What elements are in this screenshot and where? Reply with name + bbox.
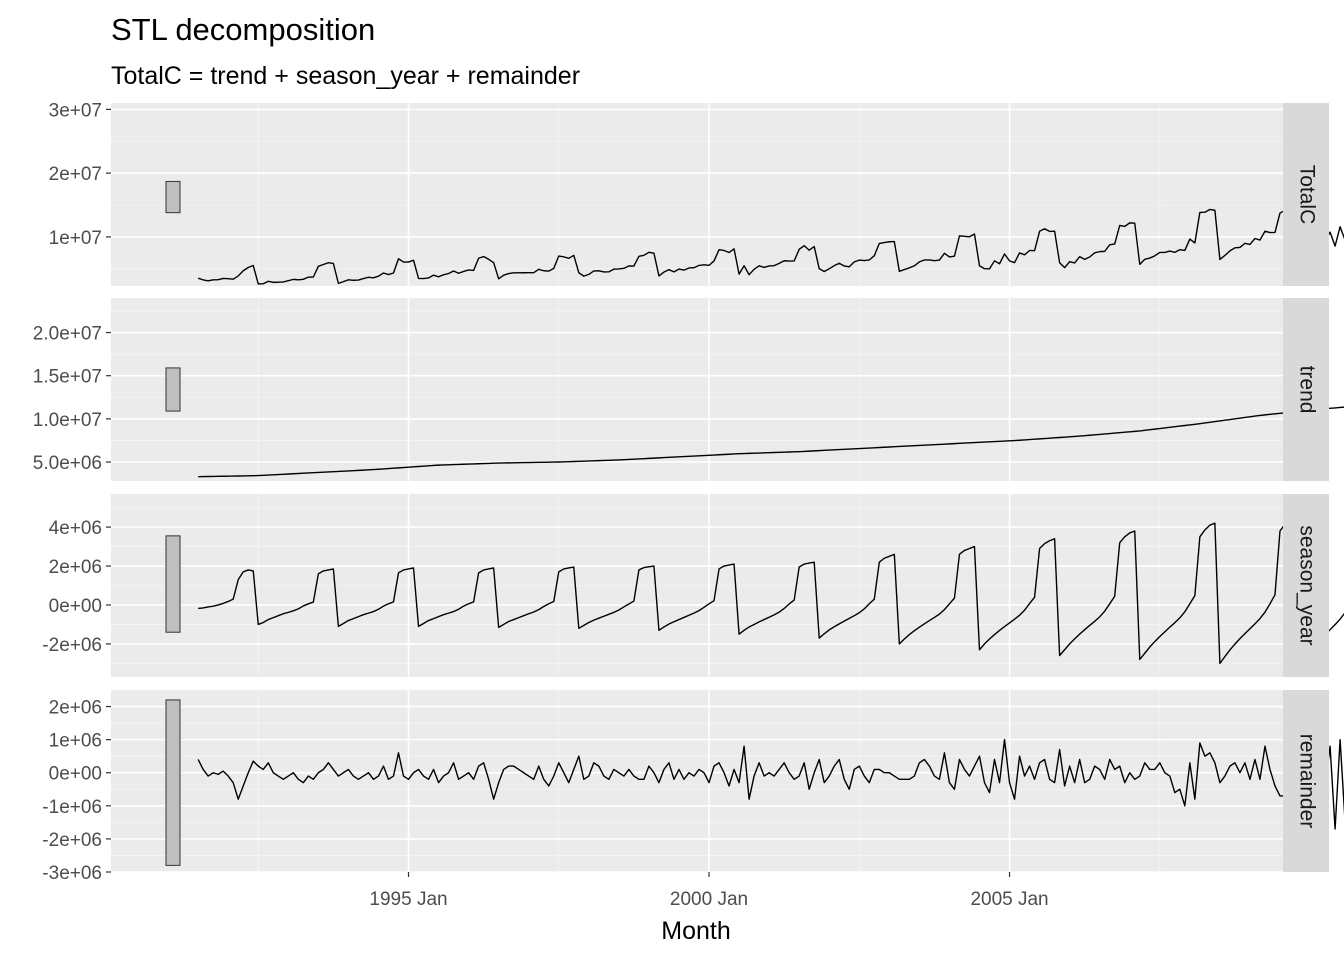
x-axis-label: Month <box>661 917 730 945</box>
panel-TotalC: 1e+07 2e+07 3e+07 TotalC <box>49 100 1344 286</box>
range-bar <box>165 180 181 214</box>
y-tick-label: 1.5e+07 <box>33 367 102 388</box>
y-tick-label: -1e+06 <box>42 797 102 818</box>
facet-strip <box>1283 494 1329 677</box>
panel-background <box>111 103 1283 286</box>
facet-strip-label: TotalC <box>1295 165 1318 225</box>
y-tick-label: -3e+06 <box>42 863 102 884</box>
y-tick-label: 0e+00 <box>49 596 102 617</box>
x-tick-label: 1995 Jan <box>369 889 447 910</box>
range-bar <box>165 699 181 866</box>
panel-trend: 5.0e+06 1.0e+07 1.5e+07 2.0e+07 trend <box>33 298 1344 481</box>
facet-strip <box>1283 690 1329 872</box>
y-tick-label: 5.0e+06 <box>33 453 102 474</box>
range-bar <box>165 367 181 412</box>
y-tick-label: 1.0e+07 <box>33 410 102 431</box>
chart-subtitle: TotalC = trend + season_year + remainder <box>111 62 580 90</box>
y-tick-label: 2.0e+07 <box>33 324 102 345</box>
y-tick-label: 1e+06 <box>49 731 102 752</box>
facet-panels: 1e+07 2e+07 3e+07 TotalC 5.0e+06 1.0e+07 1.5e+… <box>33 100 1344 884</box>
y-tick-label: 0e+00 <box>49 764 102 785</box>
y-tick-label: 2e+06 <box>49 698 102 719</box>
x-tick-label: 2000 Jan <box>670 889 748 910</box>
panel-background <box>111 690 1283 872</box>
facet-strip <box>1283 298 1329 481</box>
facet-strip-label: season_year <box>1295 525 1318 645</box>
y-tick-label: -2e+06 <box>42 635 102 656</box>
y-tick-label: 3e+07 <box>49 100 102 121</box>
series-line-TotalC <box>197 198 1344 285</box>
facet-strip <box>1283 103 1329 286</box>
y-tick-label: -2e+06 <box>42 830 102 851</box>
panel-season_year: -2e+06 0e+00 2e+06 4e+06 season_year <box>42 494 1344 677</box>
panel-background <box>111 298 1283 481</box>
series-line-season_year <box>198 513 1344 667</box>
facet-strip-label: trend <box>1295 366 1318 414</box>
x-axis: 1995 Jan 2000 Jan 2005 Jan <box>369 872 1049 910</box>
chart-title: STL decomposition <box>111 12 375 47</box>
y-tick-label: 1e+07 <box>49 228 102 249</box>
x-tick-label: 2005 Jan <box>970 889 1048 910</box>
facet-strip-label: remainder <box>1295 734 1318 829</box>
panel-remainder: -3e+06 -2e+06 -1e+06 0e+00 1e+06 2e+06 remaind… <box>42 689 1344 884</box>
range-bar <box>165 535 181 633</box>
series-line-remainder <box>197 738 1344 830</box>
y-tick-label: 4e+06 <box>49 518 102 539</box>
y-tick-label: 2e+06 <box>49 557 102 578</box>
series-line-trend <box>198 406 1344 478</box>
y-tick-label: 2e+07 <box>49 164 102 185</box>
